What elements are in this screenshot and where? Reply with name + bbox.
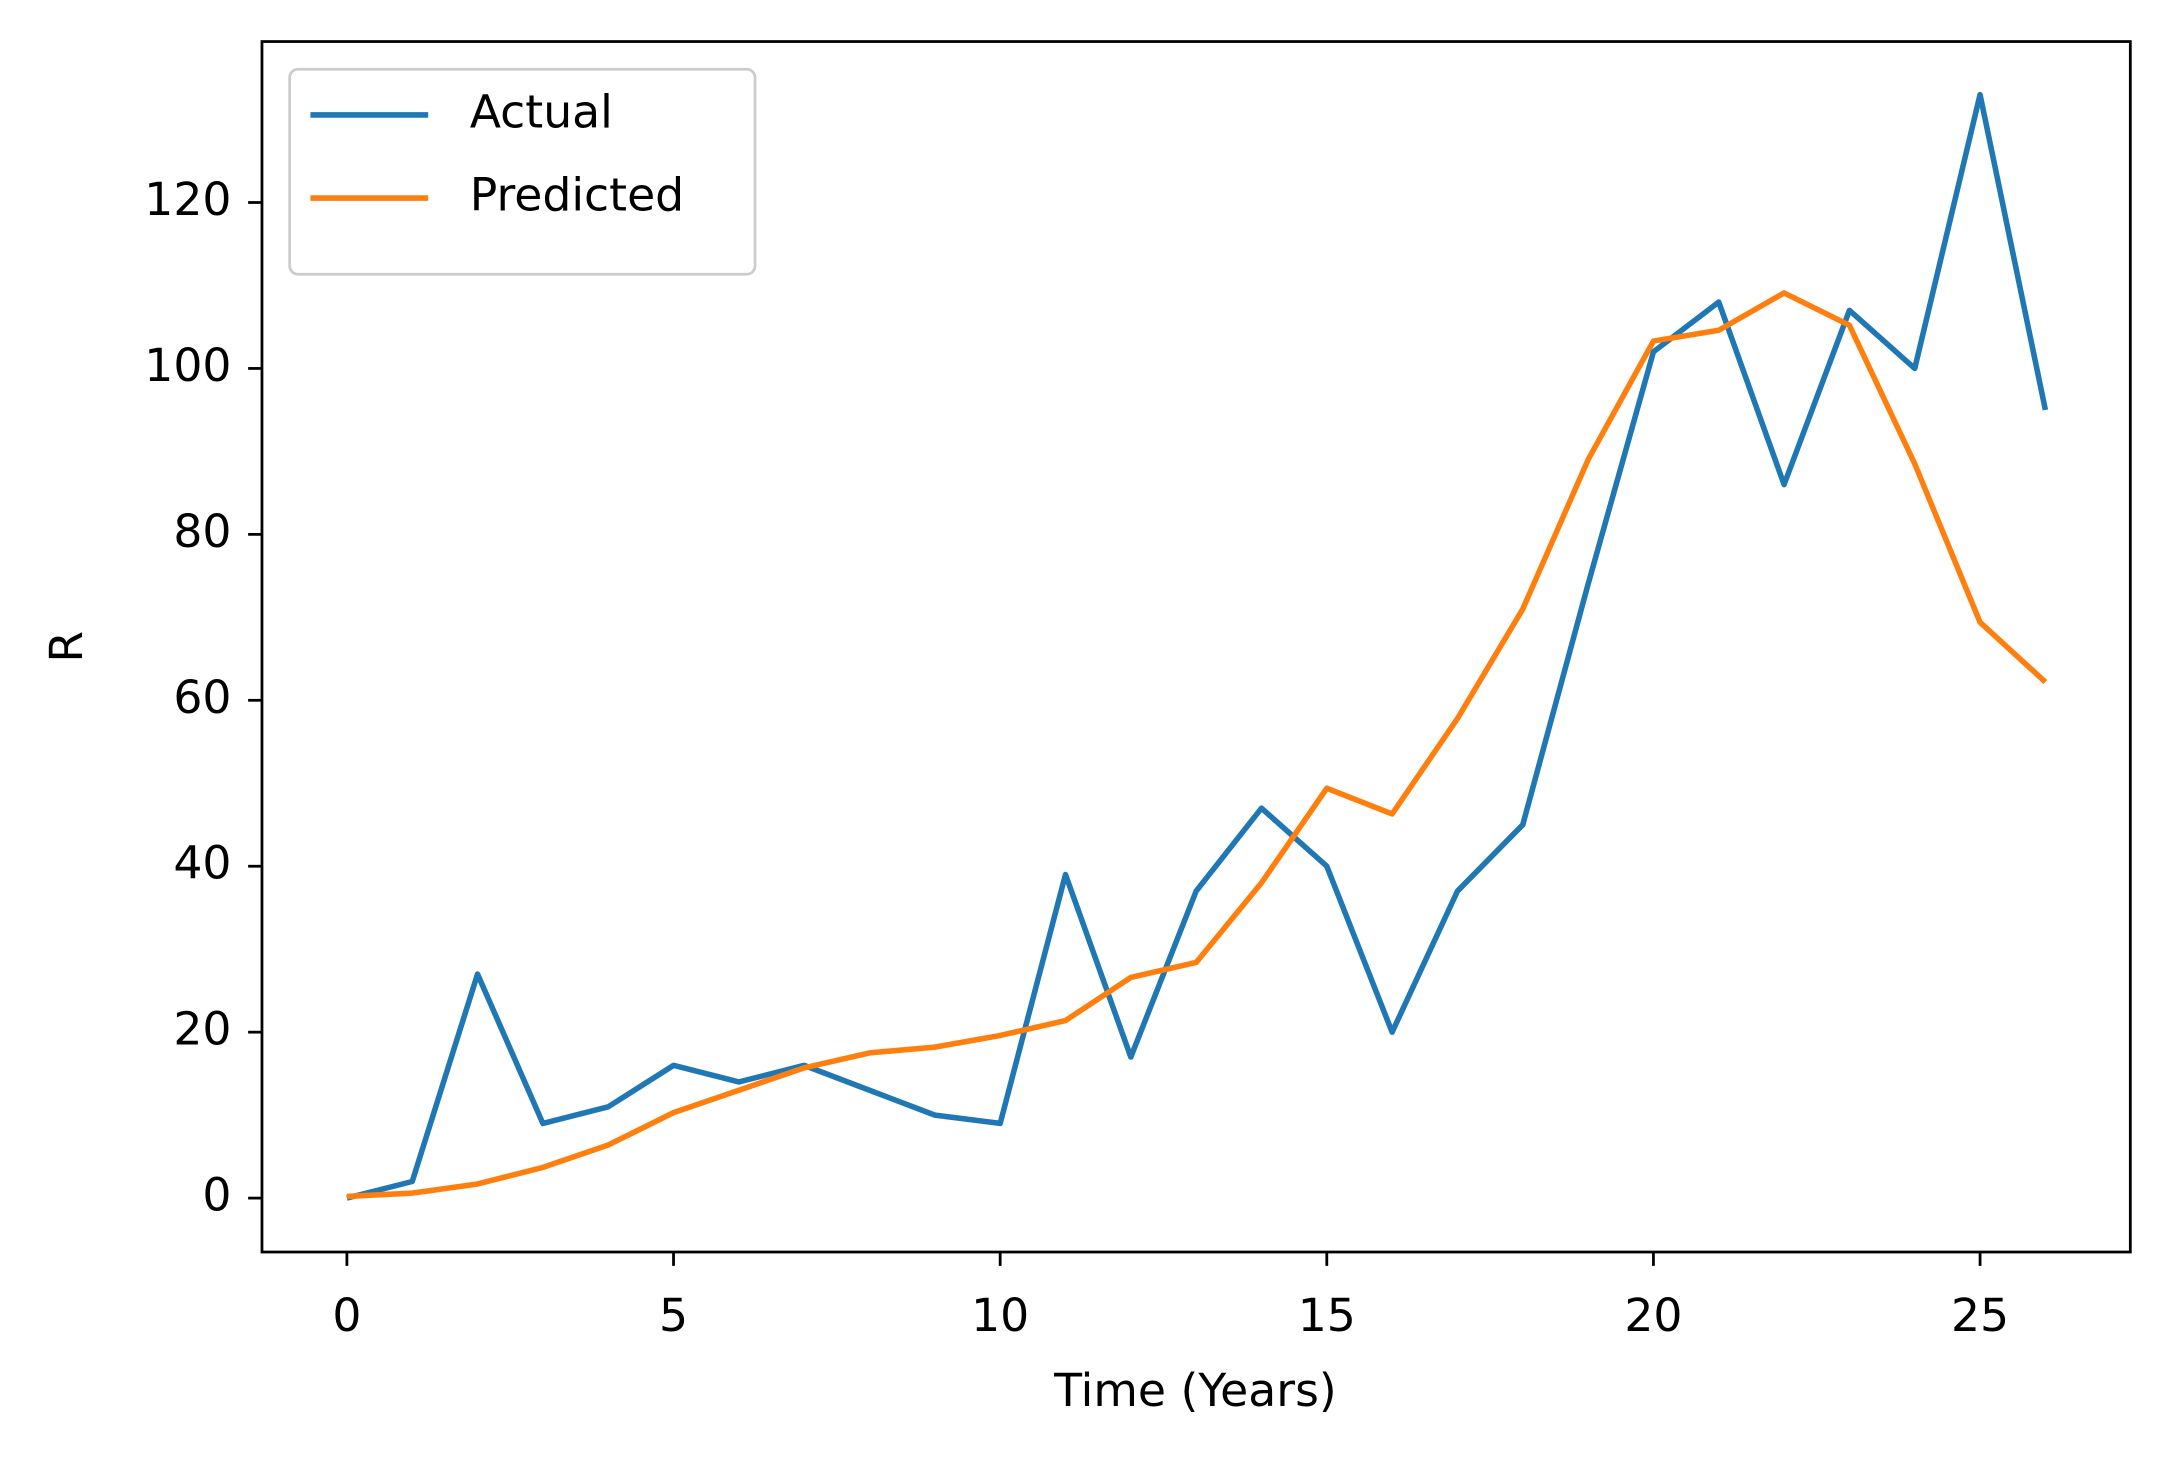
y-tick-label: 60 [173, 671, 231, 724]
y-axis-label: R [40, 631, 93, 663]
y-tick-label: 0 [202, 1169, 231, 1222]
x-axis-label: Time (Years) [1053, 1364, 1337, 1417]
legend-label: Predicted [470, 169, 684, 222]
legend-label: Actual [470, 85, 613, 138]
x-tick-label: 10 [971, 1289, 1029, 1342]
y-tick-label: 120 [144, 173, 231, 226]
y-tick-label: 80 [173, 505, 231, 558]
x-tick-label: 20 [1624, 1289, 1682, 1342]
y-tick-label: 20 [173, 1003, 231, 1056]
x-tick-label: 0 [332, 1289, 361, 1342]
legend: Actual Predicted [288, 67, 757, 276]
x-tick-label: 15 [1298, 1289, 1356, 1342]
legend-box [288, 67, 757, 276]
x-tick-label: 5 [659, 1289, 688, 1342]
data-line [346, 91, 2049, 1201]
data-line [346, 290, 2048, 1200]
x-tick-label: 25 [1951, 1289, 2009, 1342]
y-tick-label: 100 [144, 339, 231, 392]
plot-frame [260, 40, 2132, 1254]
y-tick-label: 40 [173, 837, 231, 890]
